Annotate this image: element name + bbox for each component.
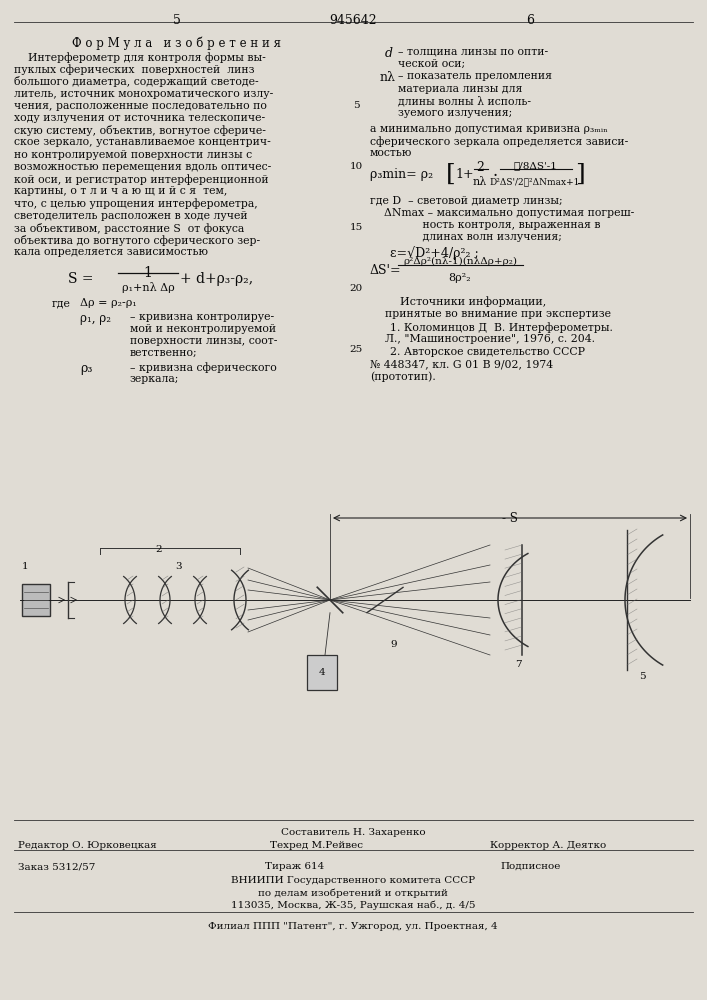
Text: ϱ²Δρ²(nλ-1)(nλΔρ+ρ₂): ϱ²Δρ²(nλ-1)(nλΔρ+ρ₂) [403,257,517,266]
Text: [: [ [446,163,456,186]
Text: а минимально допустимая кривизна ρ₃ₘᵢₙ: а минимально допустимая кривизна ρ₃ₘᵢₙ [370,124,608,134]
Text: S =: S = [68,272,93,286]
Text: Филиал ППП "Патент", г. Ужгород, ул. Проектная, 4: Филиал ППП "Патент", г. Ужгород, ул. Про… [208,922,498,931]
Text: ℓ/8ΔS'-1: ℓ/8ΔS'-1 [513,161,557,170]
Text: 1+: 1+ [455,168,474,181]
Text: 2: 2 [476,161,484,174]
Text: 3: 3 [175,562,182,571]
Text: за объективом, расстояние S  от фокуса: за объективом, расстояние S от фокуса [14,223,244,234]
Text: сферического зеркала определяется зависи-: сферического зеркала определяется зависи… [370,136,629,147]
Text: D²ΔS'/2ℓ²ΔNmax+1: D²ΔS'/2ℓ²ΔNmax+1 [490,177,580,186]
Text: большого диаметра, содержащий светоде-: большого диаметра, содержащий светоде- [14,76,259,87]
Text: 15: 15 [349,223,363,232]
Text: ρ₃min= ρ₂: ρ₃min= ρ₂ [370,168,433,181]
Text: ]: ] [575,163,585,186]
Text: ское зеркало, устанавливаемое концентрич-: ское зеркало, устанавливаемое концентрич… [14,137,271,147]
Text: ρ₁+nλ Δρ: ρ₁+nλ Δρ [122,282,175,293]
Text: 6: 6 [526,14,534,27]
Text: Интерферометр для контроля формы вы-: Интерферометр для контроля формы вы- [14,52,266,63]
Text: 2. Авторское свидетельство СССР: 2. Авторское свидетельство СССР [390,347,585,357]
Text: d: d [385,47,393,60]
Text: 8ρ²₂: 8ρ²₂ [449,273,472,283]
Text: Составитель Н. Захаренко: Составитель Н. Захаренко [281,828,426,837]
Bar [307,655,337,690]
Text: 5: 5 [639,672,645,681]
Text: 1. Коломинцов Д  В. Интерферометры.: 1. Коломинцов Д В. Интерферометры. [390,322,613,333]
Text: 4: 4 [319,668,325,677]
Text: пуклых сферических  поверхностей  линз: пуклых сферических поверхностей линз [14,64,255,75]
Text: – показатель преломления: – показатель преломления [398,71,552,81]
Text: объектива до вогнутого сферического зер-: объектива до вогнутого сферического зер- [14,235,260,246]
Text: 2: 2 [155,545,162,554]
Text: – толщина линзы по опти-: – толщина линзы по опти- [398,47,548,57]
Text: что, с целью упрощения интерферометра,: что, с целью упрощения интерферометра, [14,198,258,209]
Text: Л., "Машиностроение", 1976, с. 204.: Л., "Машиностроение", 1976, с. 204. [385,334,595,344]
Text: ρ₃: ρ₃ [80,362,93,375]
Text: ность контроля, выраженная в: ность контроля, выраженная в [370,220,600,230]
Text: 945642: 945642 [329,14,377,27]
Text: ветственно;: ветственно; [130,348,198,358]
Text: кала определяется зависимостью: кала определяется зависимостью [14,247,208,257]
Text: Δρ = ρ₂-ρ₁: Δρ = ρ₂-ρ₁ [80,298,136,308]
Text: зеркала;: зеркала; [130,374,180,384]
Text: 25: 25 [349,345,363,354]
Bar [22,584,50,616]
Text: поверхности линзы, соот-: поверхности линзы, соот- [130,336,277,346]
Text: nλ: nλ [473,177,487,187]
Text: 9: 9 [390,640,397,649]
Text: Источники информации,: Источники информации, [400,296,547,307]
Text: 20: 20 [349,284,363,293]
Text: 5: 5 [173,14,181,27]
Text: № 448347, кл. G 01 B 9/02, 1974: № 448347, кл. G 01 B 9/02, 1974 [370,359,553,369]
Text: Техред М.Рейвес: Техред М.Рейвес [270,841,363,850]
Text: чения, расположенные последовательно по: чения, расположенные последовательно по [14,101,267,111]
Text: – кривизна контролируе-: – кривизна контролируе- [130,312,274,322]
Text: картины, о т л и ч а ю щ и й с я  тем,: картины, о т л и ч а ю щ и й с я тем, [14,186,228,196]
Text: зуемого излучения;: зуемого излучения; [398,108,513,118]
Text: где: где [52,298,71,308]
Text: 1: 1 [22,562,28,571]
Text: ΔNmax – максимально допустимая погреш-: ΔNmax – максимально допустимая погреш- [370,208,634,218]
Text: возможностью перемещения вдоль оптичес-: возможностью перемещения вдоль оптичес- [14,162,271,172]
Text: принятые во внимание при экспертизе: принятые во внимание при экспертизе [385,309,611,319]
Text: ческой оси;: ческой оси; [398,59,465,69]
Text: ε=√D²+4/ρ²₂ ;: ε=√D²+4/ρ²₂ ; [390,246,479,260]
Text: длинах волн излучения;: длинах волн излучения; [370,232,562,242]
Text: Ф о р М у л а   и з о б р е т е н и я: Ф о р М у л а и з о б р е т е н и я [73,36,281,49]
Text: литель, источник монохроматического излу-: литель, источник монохроматического излу… [14,89,273,99]
Text: 5: 5 [353,101,359,110]
Text: где D  – световой диаметр линзы;: где D – световой диаметр линзы; [370,196,563,206]
Text: ·: · [492,168,497,185]
Text: Заказ 5312/57: Заказ 5312/57 [18,862,95,871]
Text: Редактор О. Юрковецкая: Редактор О. Юрковецкая [18,841,157,850]
Text: (прототип).: (прототип). [370,371,436,382]
Text: ходу излучения от источника телескопиче-: ходу излучения от источника телескопиче- [14,113,265,123]
Text: nλ: nλ [380,71,396,84]
Text: Тираж 614: Тираж 614 [265,862,325,871]
Text: скую систему, объектив, вогнутое сфериче-: скую систему, объектив, вогнутое сфериче… [14,125,266,136]
Text: ВНИИПИ Государственного комитета СССР: ВНИИПИ Государственного комитета СССР [231,876,475,885]
Text: Корректор А. Деятко: Корректор А. Деятко [490,841,606,850]
Text: + d+ρ₃-ρ₂,: + d+ρ₃-ρ₂, [180,272,253,286]
Text: ΔS'=: ΔS'= [370,264,402,277]
Text: 7: 7 [515,660,522,669]
Text: – кривизна сферического: – кривизна сферического [130,362,276,373]
Text: материала линзы для: материала линзы для [398,84,522,94]
Text: 10: 10 [349,162,363,171]
Text: ρ₁, ρ₂: ρ₁, ρ₂ [80,312,111,325]
Text: но контролируемой поверхности линзы с: но контролируемой поверхности линзы с [14,150,252,160]
Text: - S: - S [502,512,518,525]
Text: 1: 1 [144,266,153,280]
Text: Подписное: Подписное [500,862,561,871]
Text: мостью: мостью [370,148,412,158]
Text: по делам изобретений и открытий: по делам изобретений и открытий [258,888,448,898]
Text: 113035, Москва, Ж-35, Раушская наб., д. 4/5: 113035, Москва, Ж-35, Раушская наб., д. … [230,900,475,910]
Text: светоделитель расположен в ходе лучей: светоделитель расположен в ходе лучей [14,211,247,221]
Text: кой оси, и регистратор интерференционной: кой оси, и регистратор интерференционной [14,174,269,185]
Text: мой и неконтролируемой: мой и неконтролируемой [130,324,276,334]
Text: длины волны λ исполь-: длины волны λ исполь- [398,96,531,106]
